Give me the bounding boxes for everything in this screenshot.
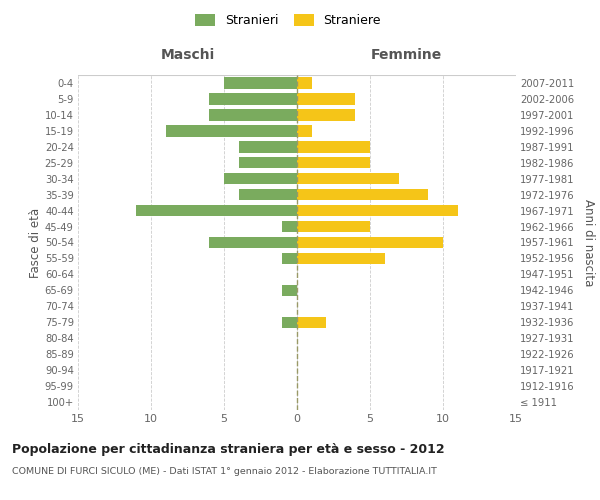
Bar [297,157,370,168]
Bar [297,252,385,264]
Bar [297,189,428,200]
Bar [239,157,297,168]
Text: COMUNE DI FURCI SICULO (ME) - Dati ISTAT 1° gennaio 2012 - Elaborazione TUTTITAL: COMUNE DI FURCI SICULO (ME) - Dati ISTAT… [12,468,437,476]
Text: Popolazione per cittadinanza straniera per età e sesso - 2012: Popolazione per cittadinanza straniera p… [12,442,445,456]
Bar [166,125,297,136]
Bar [283,252,297,264]
Text: Maschi: Maschi [160,48,215,62]
Bar [297,221,370,232]
Bar [136,205,297,216]
Bar [297,237,443,248]
Bar [297,173,399,184]
Bar [283,221,297,232]
Bar [239,189,297,200]
Bar [283,284,297,296]
Bar [209,93,297,104]
Bar [297,109,355,120]
Bar [297,205,458,216]
Bar [209,109,297,120]
Bar [297,77,311,88]
Text: Femmine: Femmine [371,48,442,62]
Bar [224,173,297,184]
Y-axis label: Anni di nascita: Anni di nascita [582,199,595,286]
Bar [297,316,326,328]
Bar [297,125,311,136]
Bar [283,316,297,328]
Bar [239,141,297,152]
Bar [209,237,297,248]
Bar [297,93,355,104]
Bar [224,77,297,88]
Bar [297,141,370,152]
Y-axis label: Fasce di età: Fasce di età [29,208,42,278]
Legend: Stranieri, Straniere: Stranieri, Straniere [190,8,386,32]
